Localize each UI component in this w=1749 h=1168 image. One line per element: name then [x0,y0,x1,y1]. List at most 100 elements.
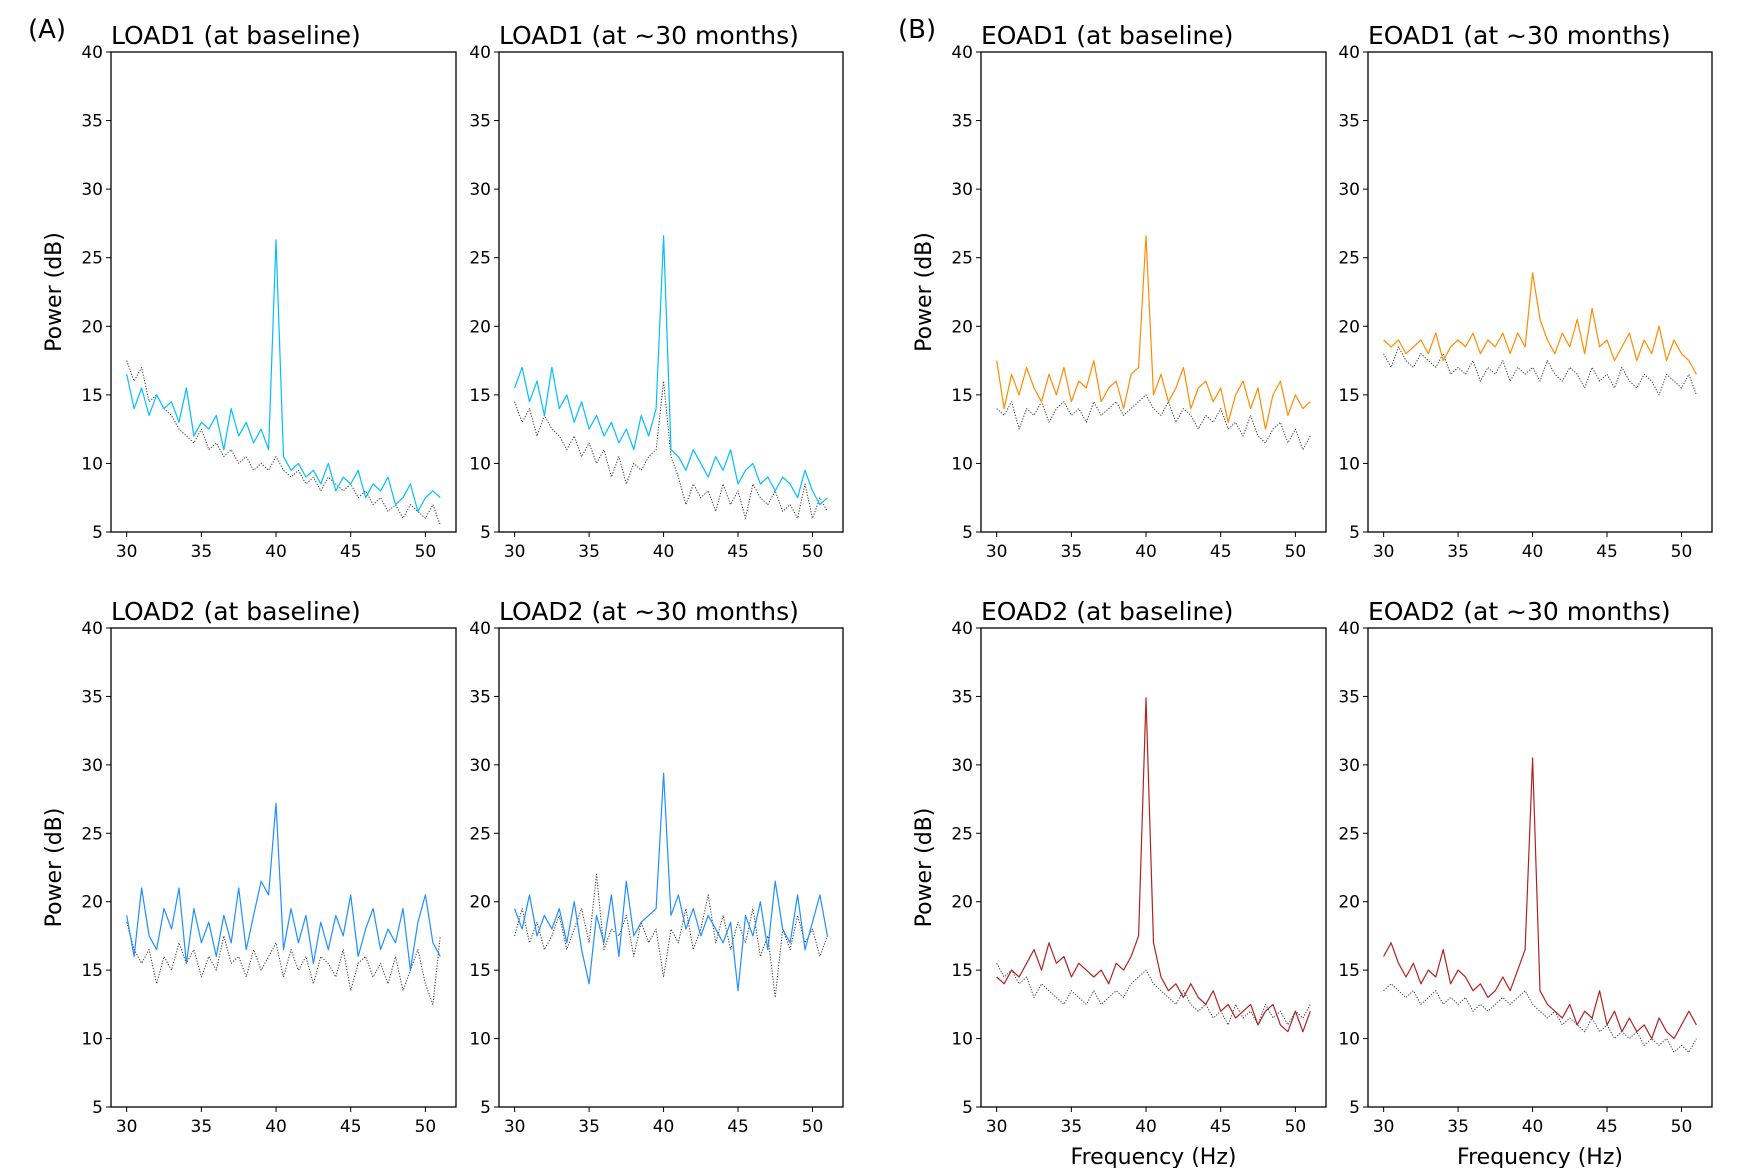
chart-panel-1: LOAD1 (at baseline) 5 10 15 20 25 30 35 40 30 35 40… [42,21,457,562]
y-tick-label: 40 [951,43,973,63]
x-tick-label: 45 [1210,542,1232,562]
y-tick-label: 30 [951,180,973,200]
y-tick-label: 25 [469,249,491,269]
x-tick-label: 50 [802,542,824,562]
charts-group: LOAD1 (at baseline) 5 10 15 20 25 30 35 40 30 35 40… [42,21,1713,1168]
y-tick-label: 35 [81,687,103,707]
reference-series-line [126,360,441,526]
y-tick-label: 10 [951,1030,973,1050]
axes-frame [1367,627,1713,1108]
y-tick-label: 40 [1338,43,1360,63]
x-tick-label: 40 [1522,542,1544,562]
x-tick-label: 50 [1671,542,1693,562]
x-tick-label: 40 [1135,1117,1157,1137]
x-tick-label: 30 [116,1117,138,1137]
y-tick-label: 20 [1338,317,1360,337]
y-tick-label: 40 [469,43,491,63]
primary-series-line [514,235,828,506]
x-tick-label: 35 [1061,542,1083,562]
x-tick-label: 50 [1671,1117,1693,1137]
primary-series-line [514,772,828,992]
x-tick-label: 35 [1061,1117,1083,1137]
x-tick-label: 40 [265,542,287,562]
x-tick-label: 35 [191,1117,213,1137]
y-tick-label: 15 [469,386,491,406]
axes-frame [980,51,1327,533]
y-tick-label: 5 [480,523,491,543]
x-tick-label: 40 [265,1117,287,1137]
x-tick-label: 30 [1373,1117,1395,1137]
y-tick-label: 15 [1338,386,1360,406]
y-tick-label: 40 [469,619,491,639]
y-tick-label: 10 [469,454,491,474]
chart-title: EOAD2 (at baseline) [981,597,1234,626]
primary-series-line [1383,757,1697,1040]
y-axis-label: Power (dB) [42,232,67,352]
y-tick-label: 15 [81,961,103,981]
x-tick-label: 35 [578,542,600,562]
x-tick-label: 50 [1285,1117,1307,1137]
x-tick-label: 30 [1373,542,1395,562]
y-tick-label: 25 [1338,249,1360,269]
y-tick-label: 35 [1338,687,1360,707]
x-tick-label: 30 [986,542,1008,562]
y-tick-label: 20 [951,893,973,913]
y-tick-label: 5 [92,1098,103,1118]
chart-title: LOAD1 (at ~30 months) [499,21,799,50]
y-axis-label: Power (dB) [912,232,937,352]
x-tick-label: 35 [1447,1117,1469,1137]
y-tick-label: 35 [951,687,973,707]
x-axis-label: Frequency (Hz) [1071,1145,1237,1168]
chart-title: EOAD1 (at baseline) [981,21,1234,50]
panel-letter-a: (A) [28,15,66,45]
y-tick-label: 20 [469,317,491,337]
y-tick-label: 30 [81,756,103,776]
y-tick-label: 15 [81,386,103,406]
axes-frame [498,51,844,533]
x-tick-label: 50 [802,1117,824,1137]
y-tick-label: 10 [81,454,103,474]
y-axis-label: Power (dB) [912,808,937,928]
primary-series-line [1383,272,1697,375]
y-tick-label: 5 [1349,1098,1360,1118]
chart-title: LOAD2 (at ~30 months) [499,597,799,626]
x-tick-label: 40 [653,1117,675,1137]
y-tick-label: 35 [1338,112,1360,132]
y-tick-label: 35 [469,112,491,132]
chart-title: LOAD2 (at baseline) [111,597,361,626]
x-tick-label: 35 [578,1117,600,1137]
y-tick-label: 5 [962,523,973,543]
reference-series-line [514,873,828,998]
y-tick-label: 35 [81,112,103,132]
y-tick-label: 20 [951,317,973,337]
y-tick-label: 5 [962,1098,973,1118]
chart-panel-5: LOAD2 (at baseline) 5 10 15 20 25 30 35 40 30 35 40… [42,597,457,1137]
y-tick-label: 30 [469,756,491,776]
y-tick-label: 25 [951,249,973,269]
y-tick-label: 25 [1338,824,1360,844]
x-tick-label: 40 [653,542,675,562]
y-tick-label: 40 [81,619,103,639]
chart-panel-4: EOAD1 (at ~30 months) 5 10 15 20 25 30 35 40 30 35… [1338,21,1713,562]
y-tick-label: 20 [81,893,103,913]
y-tick-label: 30 [1338,756,1360,776]
x-tick-label: 45 [340,542,362,562]
y-tick-label: 10 [469,1030,491,1050]
axes-frame [110,51,457,533]
y-tick-label: 25 [81,824,103,844]
y-tick-label: 10 [1338,1030,1360,1050]
y-tick-label: 25 [81,249,103,269]
chart-panel-8: EOAD2 (at ~30 months) 5 10 15 20 25 30 35 40 30 35… [1338,597,1713,1168]
x-axis-label: Frequency (Hz) [1457,1145,1623,1168]
x-tick-label: 45 [727,1117,749,1137]
x-tick-label: 40 [1135,542,1157,562]
x-tick-label: 30 [504,1117,526,1137]
axes-frame [980,627,1327,1108]
axes-frame [110,627,457,1108]
x-tick-label: 45 [727,542,749,562]
y-tick-label: 10 [951,454,973,474]
chart-panel-3: EOAD1 (at baseline) 5 10 15 20 25 30 35 40 30 35 40… [912,21,1327,562]
y-tick-label: 20 [81,317,103,337]
x-tick-label: 50 [415,1117,437,1137]
